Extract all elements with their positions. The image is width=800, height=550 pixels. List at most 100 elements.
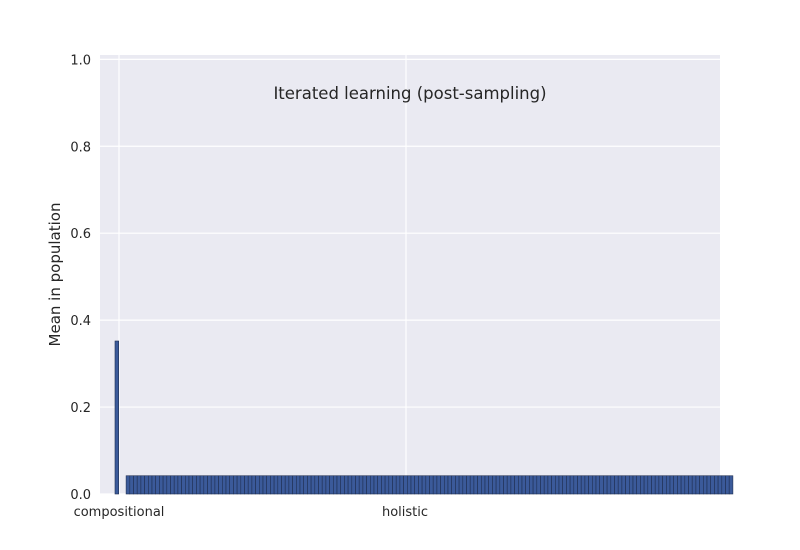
bar [647, 475, 652, 495]
bar [517, 475, 523, 495]
bar [680, 475, 686, 495]
bar [251, 475, 256, 495]
bar [466, 475, 471, 495]
bar [421, 475, 427, 495]
y-axis-label: Mean in population [46, 203, 64, 347]
bar [455, 475, 460, 495]
bar [603, 475, 608, 495]
bar [702, 475, 708, 495]
bar [665, 475, 671, 495]
bar [547, 475, 552, 495]
bar [499, 475, 504, 495]
bar [562, 475, 567, 495]
bar [725, 475, 730, 495]
bar [369, 475, 375, 495]
bar [462, 475, 467, 495]
bar [185, 475, 190, 495]
bar [536, 475, 541, 495]
y-tick-label: 0.6 [70, 227, 91, 242]
bar [188, 475, 194, 495]
bar [436, 475, 441, 495]
bar [529, 475, 534, 495]
bar [351, 475, 356, 495]
bar [262, 475, 268, 495]
bar [299, 475, 305, 495]
bar [514, 475, 519, 495]
bar [566, 475, 571, 495]
bar [429, 475, 434, 495]
bar [303, 475, 308, 495]
bar [358, 475, 364, 495]
bar [510, 475, 515, 495]
bar [488, 475, 493, 495]
bar [599, 475, 604, 495]
bar [347, 475, 353, 495]
chart-title: Iterated learning (post-sampling) [273, 84, 546, 103]
bar [159, 475, 164, 495]
bar [628, 475, 634, 495]
bar [136, 475, 142, 495]
bar [284, 475, 290, 495]
bar [595, 475, 601, 495]
bar [140, 475, 145, 495]
bar [240, 475, 245, 495]
bar [236, 475, 242, 495]
bar [414, 475, 419, 495]
bar [229, 475, 234, 495]
bar [577, 475, 582, 495]
bar [640, 475, 645, 495]
bar [366, 475, 371, 495]
bar [521, 475, 527, 495]
bar [151, 475, 157, 495]
y-axis-ticks: 0.0 0.2 0.4 0.6 0.8 1.0 [70, 53, 91, 503]
bar [554, 475, 560, 495]
bar [543, 475, 549, 495]
bar [173, 475, 179, 495]
bar [162, 475, 168, 495]
bar [381, 475, 386, 495]
bar [192, 475, 197, 495]
bar [388, 475, 393, 495]
bar [196, 475, 201, 495]
bar [695, 475, 700, 495]
bar [233, 475, 238, 495]
bar [392, 475, 397, 495]
bar [669, 475, 675, 495]
bar [484, 475, 490, 495]
bar [673, 475, 678, 495]
bar [569, 475, 575, 495]
bar [573, 475, 578, 495]
bar [410, 475, 416, 495]
bar [214, 475, 219, 495]
bar [247, 475, 253, 495]
bar [710, 475, 715, 495]
x-tick-label-holistic: holistic [382, 505, 428, 520]
bar [340, 475, 345, 495]
bar [717, 475, 723, 495]
bar [625, 475, 630, 495]
bar [699, 475, 704, 495]
bar [691, 475, 697, 495]
bar [610, 475, 615, 495]
bar [643, 475, 649, 495]
bar [325, 475, 330, 495]
bar [477, 475, 482, 495]
bar [418, 475, 423, 495]
bar [355, 475, 360, 495]
bar [177, 475, 182, 495]
bar [495, 475, 501, 495]
bar [133, 475, 138, 495]
bar [203, 475, 208, 495]
bar [632, 475, 638, 495]
bar [403, 475, 408, 495]
bar [155, 475, 160, 495]
bar [332, 475, 338, 495]
bar [170, 475, 175, 495]
bar [373, 475, 379, 495]
bar [606, 475, 612, 495]
y-tick-label: 1.0 [70, 53, 91, 68]
bar [207, 475, 212, 495]
bar [225, 475, 231, 495]
x-tick-label-compositional: compositional [74, 505, 165, 520]
